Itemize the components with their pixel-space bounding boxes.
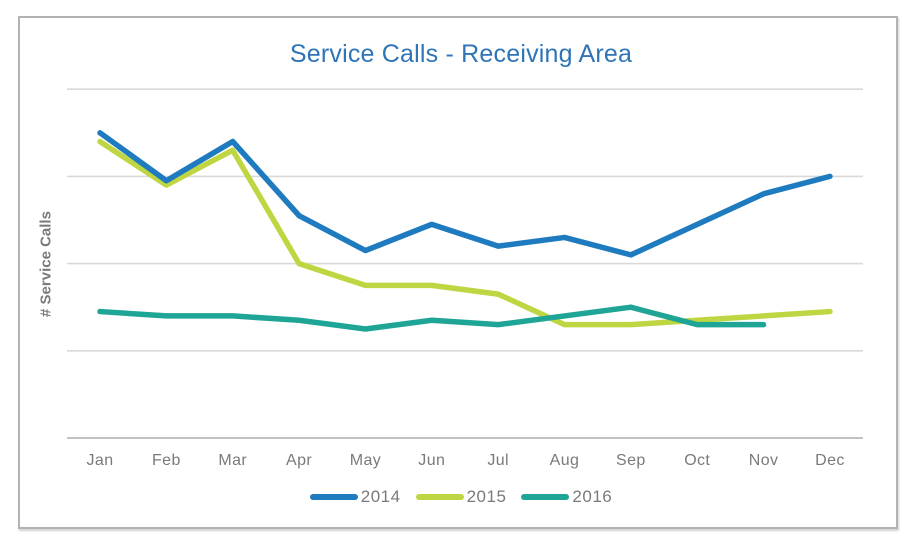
legend-item-2014: 2014 <box>309 487 401 507</box>
legend-item-2015: 2015 <box>415 487 507 507</box>
legend-swatch-2016 <box>521 494 570 500</box>
chart-title: Service Calls - Receiving Area <box>289 40 633 68</box>
series-line-2014 <box>97 130 833 258</box>
legend-item-2016: 2016 <box>521 487 612 507</box>
legend-label-2014: 2014 <box>360 487 401 506</box>
series-line-2016 <box>97 304 767 332</box>
legend-swatch-2014 <box>309 494 358 500</box>
chart-frame-border <box>18 16 898 529</box>
legend-label-2015: 2015 <box>466 487 507 506</box>
legend-swatch-2015 <box>415 494 464 500</box>
series-line-2015 <box>97 138 833 328</box>
legend: 2014 2015 2016 <box>0 487 922 507</box>
legend-label-2016: 2016 <box>572 487 613 506</box>
